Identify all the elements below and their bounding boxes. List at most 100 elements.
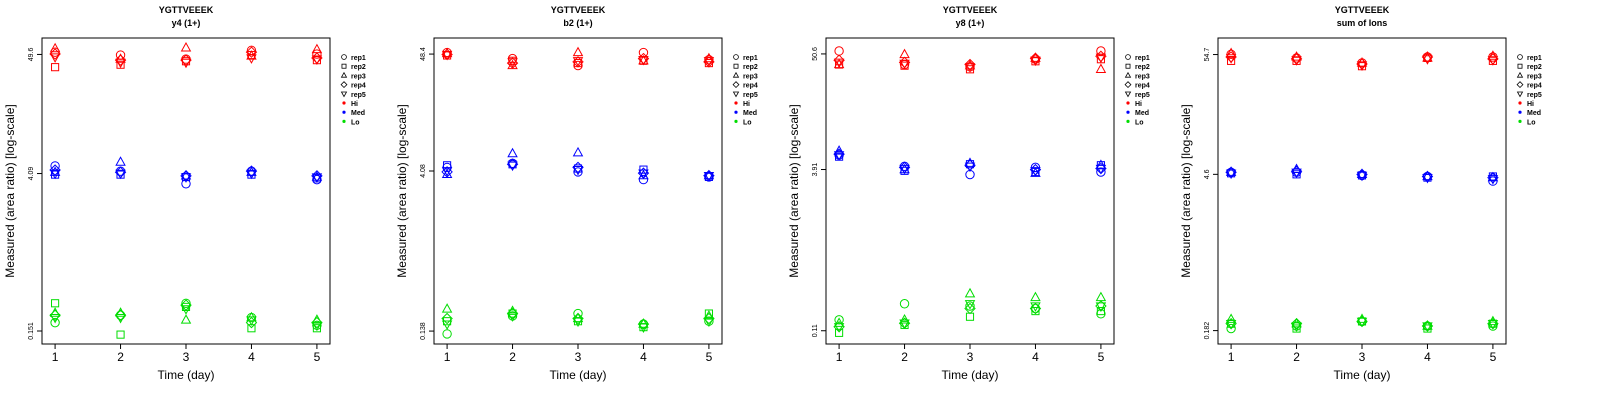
data-point <box>50 317 60 328</box>
x-tick-label: 3 <box>1359 350 1366 364</box>
data-point <box>638 169 649 179</box>
data-point <box>116 330 125 339</box>
data-point <box>1030 167 1041 177</box>
data-point <box>964 302 976 315</box>
legend-label: Lo <box>1527 119 1536 126</box>
legend-marker <box>341 63 347 69</box>
data-point <box>442 329 452 339</box>
legend-marker <box>1516 91 1524 98</box>
x-tick-label: 5 <box>1490 350 1497 364</box>
data-point <box>1292 324 1301 333</box>
data-point <box>441 50 453 61</box>
legend-marker <box>1517 63 1523 69</box>
plot-frame <box>825 37 1115 345</box>
data-point <box>703 312 715 325</box>
data-point <box>180 169 192 180</box>
legend-label: Hi <box>743 101 750 108</box>
y-tick-label: 0.11 <box>812 324 819 337</box>
x-tick-label: 3 <box>183 350 190 364</box>
data-point <box>1095 159 1107 169</box>
legend-label: Lo <box>1135 119 1144 126</box>
chart-title: YGTTVEEEK <box>1335 5 1390 15</box>
data-point <box>964 58 976 71</box>
data-point <box>1291 322 1302 332</box>
data-point <box>899 48 910 59</box>
data-point <box>1226 49 1236 59</box>
legend-color-dot <box>1518 119 1522 123</box>
data-point <box>1356 61 1368 71</box>
data-point <box>638 318 649 328</box>
legend-marker <box>341 54 347 60</box>
legend-color-dot <box>734 119 738 123</box>
data-point <box>1487 171 1499 182</box>
data-point <box>1096 309 1106 319</box>
data-point <box>703 57 715 67</box>
legend-label: Med <box>1527 110 1541 117</box>
data-point <box>115 58 126 69</box>
legend-marker <box>340 81 348 89</box>
y-axis-label: Measured (area ratio) [log-scale] <box>787 104 801 277</box>
legend-color-dot <box>1126 119 1130 123</box>
data-point <box>1422 170 1433 181</box>
legend-label: rep1 <box>1527 55 1542 62</box>
data-point <box>180 305 192 315</box>
data-point <box>1096 167 1106 177</box>
data-point <box>1356 317 1368 328</box>
x-tick-label: 2 <box>1293 350 1300 364</box>
data-point <box>441 47 453 58</box>
chart-title: YGTTVEEEK <box>551 5 606 15</box>
data-point <box>49 307 61 317</box>
y-axis-label: Measured (area ratio) [log-scale] <box>1179 104 1193 277</box>
data-point <box>964 162 976 173</box>
data-point <box>246 54 257 64</box>
chart-panel: YGTTVEEEK b2 (1+) 1 2 3 4 5 Time (day) 0.138 4.08… <box>395 5 758 382</box>
data-point <box>834 46 844 56</box>
x-tick-label: 5 <box>1098 350 1105 364</box>
x-tick-label: 4 <box>248 350 255 364</box>
data-point <box>833 58 845 69</box>
y-tick-label: 4.08 <box>420 164 427 178</box>
legend-color-dot <box>1126 101 1130 105</box>
data-point <box>441 167 453 177</box>
data-point <box>114 309 127 322</box>
legend-marker <box>1517 54 1523 60</box>
data-point <box>49 169 61 180</box>
data-point <box>507 312 518 322</box>
data-point <box>703 317 715 328</box>
legend-label: Hi <box>351 101 358 108</box>
legend-label: rep1 <box>351 55 366 62</box>
legend-marker <box>340 91 348 98</box>
data-point <box>441 303 453 313</box>
legend-marker <box>1124 91 1132 98</box>
legend-label: Hi <box>1135 101 1142 108</box>
data-point <box>1291 56 1302 66</box>
x-tick-label: 2 <box>117 350 124 364</box>
data-point <box>1029 302 1042 315</box>
data-point <box>1095 164 1107 175</box>
data-point <box>49 48 61 60</box>
data-point <box>1488 321 1498 331</box>
data-point <box>899 299 910 309</box>
legend-label: Lo <box>743 119 752 126</box>
data-point <box>572 46 584 57</box>
data-point <box>245 165 258 177</box>
chart-subtitle: y8 (1+) <box>956 18 985 28</box>
data-point <box>181 298 191 308</box>
x-tick-label: 2 <box>901 350 908 364</box>
data-point <box>246 316 257 326</box>
data-point <box>180 314 192 324</box>
data-point <box>246 169 257 180</box>
data-point <box>572 161 584 174</box>
data-point <box>1225 47 1237 58</box>
legend-marker <box>1125 63 1131 69</box>
x-tick-label: 1 <box>836 350 843 364</box>
x-tick-label: 1 <box>52 350 59 364</box>
legend-marker <box>732 71 740 78</box>
data-point <box>507 147 518 158</box>
legend-label: rep2 <box>743 64 758 71</box>
legend-label: rep1 <box>1135 55 1150 62</box>
plot-frame <box>41 37 331 345</box>
legend-color-dot <box>342 119 346 123</box>
y-tick-label: 0.138 <box>420 322 427 340</box>
